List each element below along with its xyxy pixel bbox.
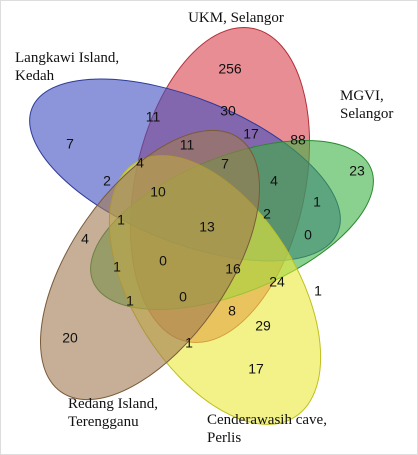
region-count: 0 — [304, 227, 312, 243]
set-label: Perlis — [207, 430, 241, 446]
region-count: 0 — [159, 253, 167, 269]
region-count: 2 — [263, 206, 271, 222]
region-count: 17 — [243, 126, 259, 142]
region-count: 7 — [66, 136, 74, 152]
region-count: 16 — [225, 261, 241, 277]
region-count: 24 — [269, 274, 285, 290]
set-label: MGVI, — [340, 88, 384, 104]
set-labels: UKM, Selangor Langkawi Island, Kedah MGV… — [15, 10, 393, 446]
region-count: 1 — [117, 212, 125, 228]
set-label: UKM, Selangor — [188, 10, 284, 26]
sets — [29, 27, 374, 425]
region-count: 4 — [136, 155, 144, 171]
region-count: 4 — [270, 173, 278, 189]
region-count: 10 — [150, 184, 166, 200]
region-count: 11 — [180, 137, 195, 153]
region-count: 30 — [220, 103, 236, 119]
set-label: Kedah — [15, 68, 55, 84]
region-count: 29 — [255, 318, 271, 334]
region-count: 256 — [218, 61, 242, 77]
set-redang — [40, 129, 260, 401]
region-count: 0 — [179, 289, 187, 305]
region-count: 1 — [185, 335, 193, 351]
region-count: 13 — [199, 219, 215, 235]
region-count: 1 — [126, 293, 134, 309]
region-count: 7 — [221, 156, 229, 172]
region-count: 1 — [313, 194, 321, 210]
set-label: Langkawi Island, — [15, 50, 119, 66]
region-count: 17 — [248, 361, 264, 377]
region-count: 11 — [146, 109, 161, 125]
region-count: 8 — [228, 303, 236, 319]
set-label: Selangor — [340, 106, 393, 122]
set-label: Terengganu — [68, 414, 139, 430]
set-label: Cenderawasih cave, — [207, 412, 327, 428]
set-label: Redang Island, — [68, 396, 158, 412]
region-count: 4 — [81, 231, 89, 247]
region-count: 1 — [314, 283, 322, 299]
region-count: 2 — [103, 173, 111, 189]
region-count: 1 — [113, 259, 121, 275]
region-count: 23 — [349, 163, 365, 179]
region-count: 88 — [290, 132, 306, 148]
region-count: 20 — [62, 330, 78, 346]
